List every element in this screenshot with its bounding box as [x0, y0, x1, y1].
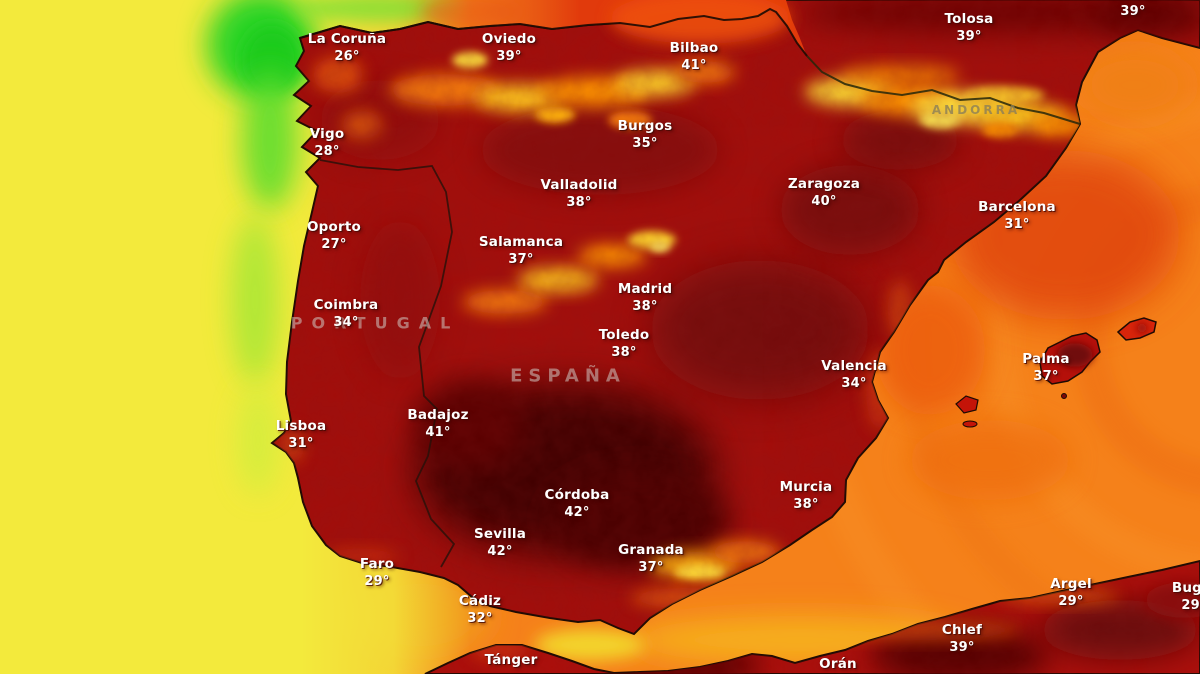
cabrera-island	[1061, 393, 1067, 399]
iberia-france-landmass	[271, 0, 1200, 635]
portugal-spain-border	[319, 159, 456, 568]
menorca-island	[1116, 317, 1157, 341]
north-coastline	[299, 7, 808, 57]
balearic-islands	[955, 317, 1157, 428]
bay-of-biscay	[424, 0, 806, 54]
ibiza-island	[955, 395, 979, 414]
pyrenees-border	[806, 55, 1081, 125]
formentera-island	[962, 420, 978, 428]
